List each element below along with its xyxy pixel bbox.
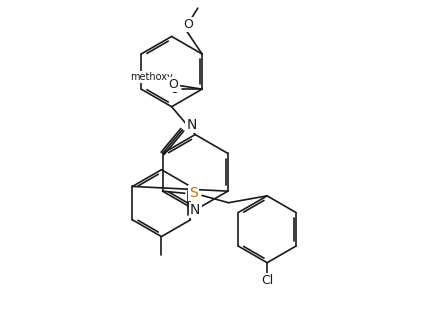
- Text: O: O: [168, 78, 178, 91]
- Text: O: O: [183, 18, 193, 31]
- Text: N: N: [187, 118, 197, 132]
- Text: N: N: [190, 203, 200, 217]
- Text: S: S: [189, 186, 198, 200]
- Text: Cl: Cl: [261, 274, 273, 287]
- Text: methoxy: methoxy: [130, 72, 173, 82]
- Text: O: O: [169, 83, 179, 96]
